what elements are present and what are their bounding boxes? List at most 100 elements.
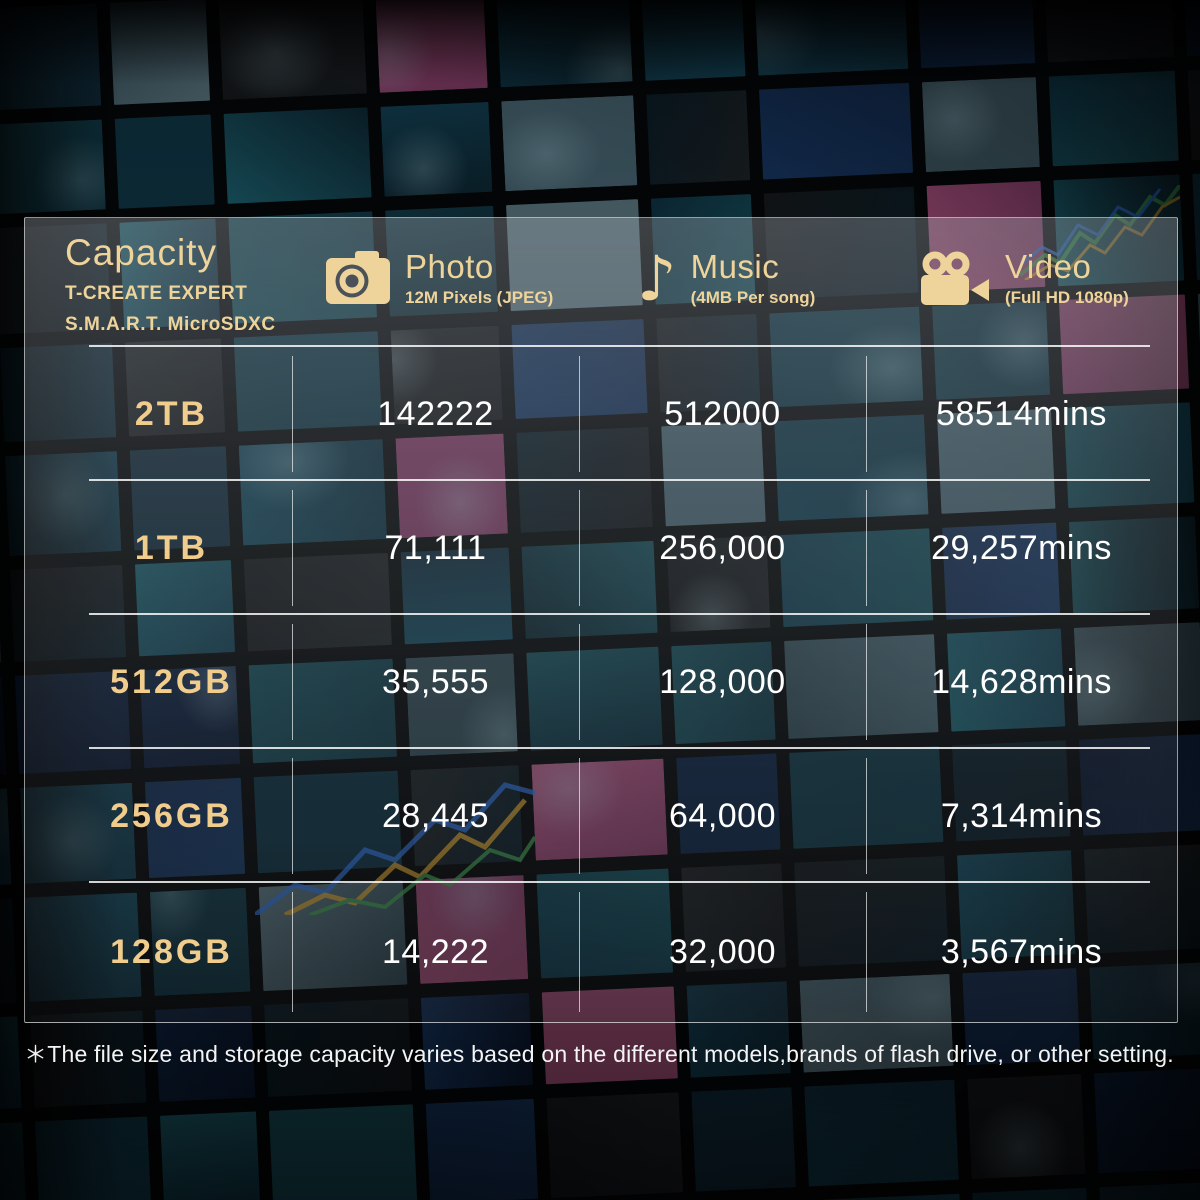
video-thumbnail	[1099, 1181, 1200, 1200]
video-thumbnail	[640, 0, 746, 81]
video-thumbnail	[0, 788, 12, 892]
video-thumbnail	[1043, 0, 1175, 63]
column-divider	[579, 356, 580, 472]
column-divider	[866, 892, 867, 1012]
column-divider	[292, 758, 293, 874]
photo-value: 71,111	[384, 528, 487, 567]
video-thumbnail	[1094, 1067, 1200, 1174]
product-type: S.M.A.R.T. MicroSDXC	[65, 314, 276, 335]
column-divider	[866, 356, 867, 472]
video-value: 3,567mins	[940, 932, 1103, 971]
video-thumbnail	[916, 0, 1036, 69]
column-divider	[292, 356, 293, 472]
column-subtitle: (Full HD 1080p)	[1005, 287, 1129, 307]
video-thumbnail	[809, 1193, 964, 1200]
capacity-title: Capacity	[65, 232, 217, 273]
column-title: Music	[690, 248, 780, 285]
video-thumbnail	[0, 570, 2, 670]
column-header-music: ♪ Music (4MB Per song)	[637, 241, 816, 315]
video-thumbnail	[496, 0, 633, 88]
video-thumbnail	[1187, 65, 1200, 161]
video-thumbnail	[501, 95, 638, 192]
video-thumbnail	[0, 898, 17, 1010]
column-header-text: Music (4MB Per song)	[690, 248, 816, 308]
video-thumbnail	[1192, 169, 1200, 280]
video-thumbnail	[1048, 70, 1179, 167]
video-camera-icon	[921, 251, 989, 305]
column-divider	[866, 490, 867, 606]
footnote-text: ＊The file size and storage capacity vari…	[24, 1041, 1174, 1067]
video-thumbnail	[546, 1092, 684, 1199]
video-thumbnail	[114, 114, 215, 209]
video-thumbnail	[967, 1074, 1086, 1180]
capacity-label: 512GB	[110, 662, 233, 701]
capacity-label: 256GB	[110, 796, 233, 835]
column-divider	[292, 624, 293, 740]
video-thumbnail	[1182, 0, 1200, 57]
video-thumbnail	[218, 0, 367, 100]
camera-icon	[326, 250, 390, 304]
music-value: 512000	[664, 394, 781, 433]
column-subtitle: 12M Pixels (JPEG)	[405, 287, 554, 307]
capacity-table-panel: Capacity T-CREATE EXPERT S.M.A.R.T. Micr…	[24, 217, 1178, 1023]
video-thumbnail	[759, 82, 914, 180]
video-thumbnail	[646, 90, 751, 185]
video-thumbnail	[972, 1187, 1091, 1200]
video-thumbnail	[109, 0, 211, 105]
column-header-photo: Photo 12M Pixels (JPEG)	[325, 248, 554, 308]
music-value: 256,000	[659, 528, 786, 567]
column-title: Photo	[405, 248, 494, 285]
video-thumbnail	[268, 1104, 418, 1200]
video-thumbnail	[380, 101, 493, 197]
table-row: 2TB 142222 512000 58514mins	[25, 347, 1177, 481]
video-thumbnail	[425, 1098, 539, 1200]
video-value: 7,314mins	[940, 796, 1103, 835]
product-name: T-CREATE EXPERT	[65, 283, 248, 304]
column-divider	[866, 624, 867, 740]
video-thumbnail	[0, 1016, 22, 1115]
video-thumbnail	[375, 0, 488, 93]
music-value: 32,000	[669, 932, 776, 971]
column-header-video: Video (Full HD 1080p)	[919, 248, 1129, 308]
photo-value: 14,222	[382, 932, 489, 971]
video-thumbnail	[0, 676, 7, 782]
video-thumbnail	[160, 1111, 261, 1200]
column-divider	[579, 490, 580, 606]
video-thumbnail	[223, 107, 372, 204]
music-value: 128,000	[659, 662, 786, 701]
video-value: 29,257mins	[931, 528, 1112, 567]
photo-value: 28,445	[382, 796, 489, 835]
column-title: Video	[1005, 248, 1092, 285]
column-subtitle: (4MB Per song)	[690, 287, 816, 307]
video-thumbnail	[921, 77, 1040, 173]
video-thumbnail	[804, 1079, 959, 1187]
music-note-icon: ♪	[637, 241, 677, 315]
column-divider	[579, 624, 580, 740]
capacity-header: Capacity T-CREATE EXPERT S.M.A.R.T. Micr…	[65, 232, 276, 336]
video-thumbnail	[0, 3, 102, 111]
column-divider	[292, 892, 293, 1012]
video-thumbnail	[35, 1116, 152, 1200]
column-header-text: Photo 12M Pixels (JPEG)	[405, 248, 554, 308]
column-divider	[579, 758, 580, 874]
video-thumbnail	[0, 1122, 27, 1200]
column-header-text: Video (Full HD 1080p)	[1005, 248, 1129, 308]
capacity-label: 2TB	[134, 394, 209, 433]
table-row: 512GB 35,555 128,000 14,628mins	[25, 615, 1177, 749]
table-row: 256GB 28,445 64,000 7,314mins	[25, 749, 1177, 883]
table-row: 128GB 14,222 32,000 3,567mins	[25, 883, 1177, 1021]
video-thumbnail	[0, 119, 106, 215]
video-value: 14,628mins	[931, 662, 1112, 701]
music-value: 64,000	[669, 796, 776, 835]
column-divider	[292, 490, 293, 606]
capacity-label: 1TB	[134, 528, 209, 567]
photo-value: 35,555	[382, 662, 489, 701]
table-row: 1TB 71,111 256,000 29,257mins	[25, 481, 1177, 615]
column-divider	[579, 892, 580, 1012]
photo-value: 142222	[377, 394, 494, 433]
video-thumbnail	[753, 0, 909, 76]
video-thumbnail	[691, 1087, 796, 1192]
capacity-label: 128GB	[110, 932, 233, 971]
column-divider	[866, 758, 867, 874]
